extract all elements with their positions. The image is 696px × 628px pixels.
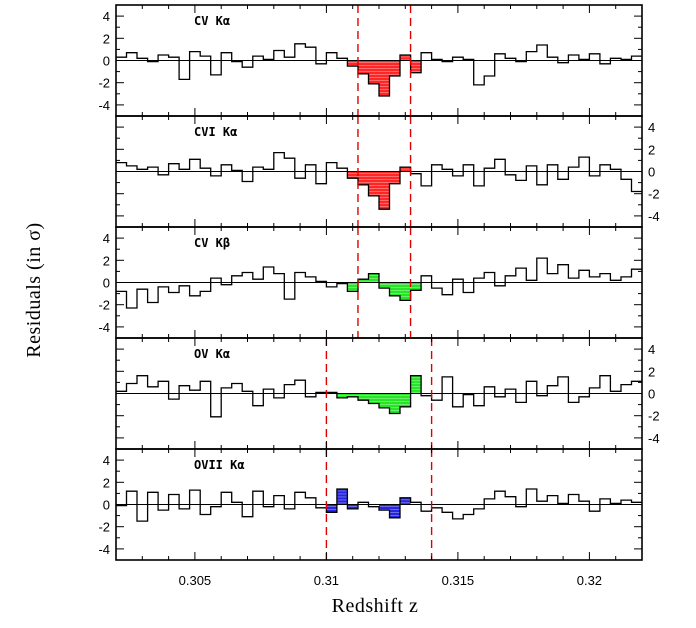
filled-bin xyxy=(389,171,401,184)
y-tick-label: -4 xyxy=(98,320,110,335)
filled-bin xyxy=(379,171,390,210)
filled-bin xyxy=(357,279,369,283)
y-tick-label: -4 xyxy=(648,209,660,224)
y-tick-label: 2 xyxy=(103,253,110,268)
residual-step-line xyxy=(116,43,642,97)
filled-bin xyxy=(400,393,411,407)
panel-title: CV Kα xyxy=(194,14,230,28)
absorption-fill xyxy=(326,488,411,518)
y-tick-label: -2 xyxy=(648,409,660,424)
filled-bin xyxy=(347,171,358,179)
residual-step-line xyxy=(116,151,642,210)
panel-3: 4 2 0 -2 -4 CV Kβ xyxy=(98,226,643,339)
filled-bin xyxy=(400,282,411,301)
absorption-fill xyxy=(326,375,422,414)
x-tick-label: 0.31 xyxy=(314,573,339,588)
panel-2: 4 2 0 -2 -4 CVI Kα xyxy=(115,115,660,228)
y-tick-label: -2 xyxy=(648,187,660,202)
y-tick-label: 0 xyxy=(103,276,110,291)
y-tick-label: -2 xyxy=(98,520,110,535)
panel-title: CV Kβ xyxy=(194,236,230,250)
y-tick-label: 4 xyxy=(103,231,110,246)
y-tick-labels: 4 2 0 -2 -4 xyxy=(648,120,660,224)
y-tick-labels: 4 2 0 -2 -4 xyxy=(98,231,110,335)
y-tick-labels: 4 2 0 -2 -4 xyxy=(98,453,110,557)
panel-title: CVI Kα xyxy=(194,125,237,139)
filled-bin xyxy=(326,504,337,513)
filled-bin xyxy=(347,282,358,292)
y-tick-label: -2 xyxy=(98,298,110,313)
filled-bin xyxy=(347,60,358,67)
y-tick-label: 4 xyxy=(103,9,110,24)
filled-bin xyxy=(389,393,401,414)
residual-step-line xyxy=(116,375,642,418)
panel-1: 4 2 0 -2 -4 CV Kα xyxy=(98,4,643,117)
filled-bin xyxy=(368,273,379,283)
filled-bin xyxy=(410,282,422,291)
filled-bin xyxy=(347,393,358,397)
y-tick-label: 2 xyxy=(103,475,110,490)
y-tick-label: 4 xyxy=(648,120,655,135)
y-tick-label: -4 xyxy=(648,431,660,446)
filled-bin xyxy=(379,60,390,97)
filled-bin xyxy=(410,60,422,73)
y-tick-label: -4 xyxy=(98,98,110,113)
y-tick-label: -4 xyxy=(98,542,110,557)
panel-5: 4 2 0 -2 -4 OVII Kα xyxy=(98,448,643,561)
y-axis-label: Residuals (in σ) xyxy=(23,222,45,357)
y-tick-label: 0 xyxy=(103,498,110,513)
filled-bin xyxy=(357,393,369,401)
filled-bin xyxy=(410,375,422,394)
filled-bin xyxy=(368,60,379,84)
y-tick-label: 2 xyxy=(103,31,110,46)
filled-bin xyxy=(389,504,401,518)
absorption-fill xyxy=(347,54,422,97)
filled-bin xyxy=(368,171,379,196)
x-tick-labels: 0.305 0.31 0.315 0.32 xyxy=(179,573,602,588)
y-tick-labels: 4 2 0 -2 -4 xyxy=(98,9,110,113)
y-tick-label: 0 xyxy=(648,387,655,402)
x-tick-label: 0.305 xyxy=(179,573,212,588)
filled-bin xyxy=(357,60,369,74)
panel-title: OV Kα xyxy=(194,347,230,361)
filled-bin xyxy=(379,504,390,511)
y-tick-label: 4 xyxy=(103,453,110,468)
x-axis-label: Redshift z xyxy=(332,595,419,617)
y-tick-label: -2 xyxy=(98,76,110,91)
panel-4: 4 2 0 -2 -4 OV Kα xyxy=(115,337,660,450)
residual-step-line xyxy=(116,488,642,522)
filled-bin xyxy=(379,393,390,408)
y-tick-label: 4 xyxy=(648,342,655,357)
chart-panels: 4 2 0 -2 -4 CV Kα 4 2 0 -2 -4 CVI Kα 4 2 0 -2 -4 CV Kβ 4 2 0… xyxy=(98,4,660,561)
y-tick-label: 0 xyxy=(103,54,110,69)
x-tick-label: 0.32 xyxy=(577,573,602,588)
filled-bin xyxy=(357,171,369,185)
panel-title: OVII Kα xyxy=(194,458,245,472)
x-tick-label: 0.315 xyxy=(442,573,475,588)
filled-bin xyxy=(400,54,411,61)
y-tick-label: 0 xyxy=(648,165,655,180)
filled-bin xyxy=(389,282,401,296)
absorption-fill xyxy=(347,167,411,210)
filled-bin xyxy=(400,497,411,505)
filled-bin xyxy=(379,282,390,289)
residual-step-line xyxy=(116,257,642,309)
y-tick-labels: 4 2 0 -2 -4 xyxy=(648,342,660,446)
y-tick-label: 2 xyxy=(648,142,655,157)
y-tick-label: 2 xyxy=(648,364,655,379)
